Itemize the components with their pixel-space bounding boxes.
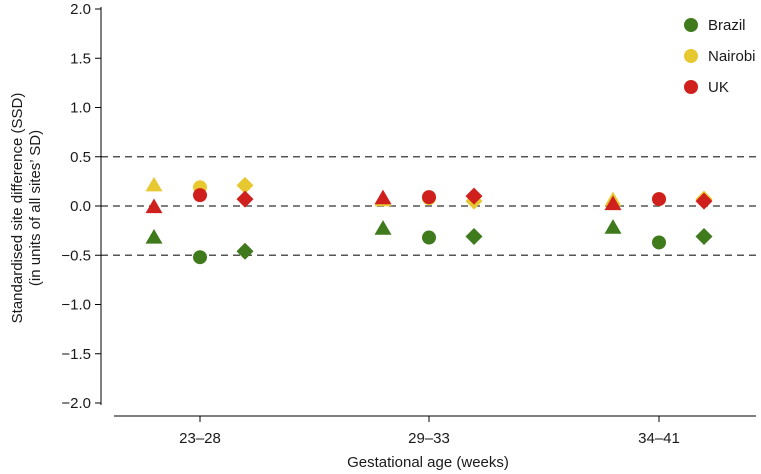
y-axis-title-line1: Standardised site difference (SSD) — [9, 93, 26, 324]
legend-marker-uk — [684, 80, 698, 94]
y-tick-label: −2.0 — [61, 395, 91, 412]
point-nairobi-triangle — [145, 176, 163, 192]
y-tick-label: −1.0 — [61, 297, 91, 314]
point-brazil-diamond — [465, 228, 483, 246]
point-uk-circle — [652, 192, 666, 207]
point-uk-circle — [422, 190, 436, 205]
point-uk-triangle — [374, 189, 392, 205]
y-axis-title-line2: (in units of all sites’ SD) — [27, 130, 44, 286]
y-tick-label: −1.5 — [61, 346, 91, 363]
y-ticks: 2.0 1.5 1.0 0.5 0.0 −0.5 −1.0 −1.5 −2.0 — [61, 1, 101, 412]
x-tick-label: 23–28 — [179, 430, 221, 447]
point-nairobi-diamond — [236, 176, 254, 194]
point-brazil-circle — [193, 250, 207, 265]
legend-marker-brazil — [684, 18, 698, 32]
y-tick-label: 1.5 — [70, 50, 91, 67]
y-tick-label: −0.5 — [61, 247, 91, 264]
y-tick-label: 0.0 — [70, 198, 91, 215]
point-uk-diamond — [236, 190, 254, 208]
legend-marker-nairobi — [684, 49, 698, 63]
point-brazil-circle — [422, 230, 436, 245]
axes — [100, 7, 756, 417]
data-points — [145, 176, 713, 265]
legend-label-uk: UK — [708, 79, 729, 96]
x-ticks: 23–28 29–33 34–41 — [179, 416, 680, 447]
legend: Brazil Nairobi UK — [684, 17, 756, 96]
point-uk-circle — [193, 188, 207, 203]
x-tick-label: 29–33 — [408, 430, 450, 447]
reference-lines — [101, 156, 756, 256]
x-tick-label: 34–41 — [638, 430, 680, 447]
legend-label-nairobi: Nairobi — [708, 48, 756, 65]
y-tick-label: 1.0 — [70, 100, 91, 117]
point-brazil-triangle — [145, 229, 163, 244]
point-brazil-diamond — [236, 242, 254, 260]
y-axis-title: Standardised site difference (SSD) (in u… — [9, 93, 44, 324]
y-tick-label: 0.5 — [70, 149, 91, 166]
legend-label-brazil: Brazil — [708, 17, 746, 34]
y-tick-label: 2.0 — [70, 1, 91, 18]
point-uk-triangle — [604, 195, 622, 211]
point-uk-triangle — [145, 198, 163, 214]
point-brazil-diamond — [695, 228, 713, 246]
x-axis-title: Gestational age (weeks) — [347, 454, 509, 471]
point-uk-diamond — [465, 187, 483, 205]
point-brazil-circle — [652, 235, 666, 250]
point-uk-diamond — [695, 192, 713, 210]
point-brazil-triangle — [604, 219, 622, 234]
point-brazil-triangle — [374, 220, 392, 235]
